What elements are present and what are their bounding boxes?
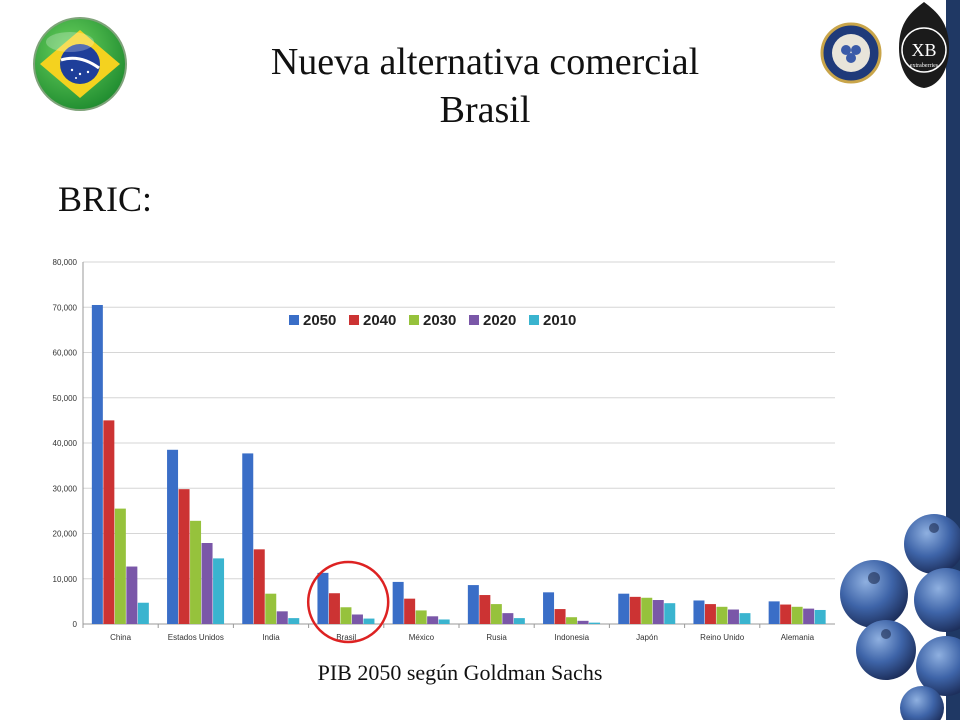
blueberries-image [840,514,960,720]
xb-logo-subtext: extraberries [910,63,939,69]
bar-2030 [340,607,352,624]
x-category-label: Rusia [486,633,507,642]
legend-swatch [409,315,419,325]
bar-2030 [415,610,427,624]
title-line-1: Nueva alternativa comercial [270,41,700,83]
x-category-label: India [262,633,280,642]
bar-2010 [739,613,751,624]
bar-2050 [467,585,479,624]
bar-2040 [554,609,566,624]
xb-extraberries-logo: XB extraberries [899,2,949,88]
bar-2020 [351,614,363,624]
legend-swatch [349,315,359,325]
bar-2030 [490,604,502,624]
bar-2020 [502,613,514,624]
legend-swatch [529,315,539,325]
bar-2050 [167,449,179,624]
bar-2050 [91,304,103,624]
legend-label: 2030 [423,312,456,329]
bar-2040 [780,604,792,624]
x-category-label: Estados Unidos [168,633,224,642]
title-line-2: Brasil [439,89,531,131]
brazil-flag-icon [33,17,127,111]
y-tick-label: 20,000 [53,530,78,539]
bar-2030 [566,617,578,624]
y-tick-label: 50,000 [53,394,78,403]
bar-2050 [317,572,329,624]
bar-2010 [137,602,149,624]
bar-2020 [577,620,589,624]
bar-2010 [363,618,375,624]
bar-2030 [190,520,202,624]
bar-2010 [589,622,601,624]
chart-caption: PIB 2050 según Goldman Sachs [317,660,603,685]
bar-2040 [704,604,716,624]
xb-logo-text: XB [911,40,936,60]
x-category-label: China [110,633,131,642]
y-tick-label: 40,000 [53,439,78,448]
bar-2040 [479,595,491,624]
legend-swatch [289,315,299,325]
bar-2020 [803,608,815,624]
bar-2050 [392,581,404,624]
section-heading: BRIC: [58,179,153,219]
bar-2010 [288,618,300,624]
legend-label: 2050 [303,312,336,329]
bar-2030 [716,606,728,624]
legend-label: 2010 [543,312,576,329]
x-category-label: Brasil [336,633,356,642]
bar-2040 [328,593,340,624]
legend-label: 2020 [483,312,516,329]
y-tick-label: 30,000 [53,484,78,493]
x-category-label: Alemania [781,633,815,642]
bar-2040 [253,549,265,624]
gdp-2050-bar-chart: 0 10,000 20,000 30,000 40,000 50,000 60,000 70,… [53,258,835,644]
bar-2020 [276,611,288,624]
bar-2020 [427,616,439,624]
bar-2040 [629,596,641,624]
bar-2030 [791,606,803,624]
bar-2010 [513,618,525,624]
bar-2010 [814,609,826,624]
x-category-label: Reino Unido [700,633,745,642]
gamorel-seal-logo [820,22,882,84]
y-tick-label: 60,000 [53,349,78,358]
bar-2030 [641,597,653,624]
bar-2050 [618,593,630,624]
bar-2020 [126,566,138,624]
bar-2040 [404,598,416,624]
bar-2050 [693,600,705,624]
bar-2020 [201,543,213,624]
bar-2040 [103,420,115,624]
bar-2050 [768,601,780,624]
bar-2010 [664,603,676,624]
brasil-highlight-circle [306,560,390,644]
y-tick-label: 0 [73,620,78,629]
bar-2010 [438,619,450,624]
bar-2010 [213,558,225,624]
x-category-label: Indonesia [554,633,589,642]
legend-label: 2040 [363,312,396,329]
y-tick-label: 80,000 [53,258,78,267]
x-category-label: Japón [636,633,658,642]
bar-2030 [265,593,277,624]
bar-2020 [727,609,739,624]
bar-2050 [543,592,555,624]
bar-2020 [652,600,664,624]
y-tick-label: 70,000 [53,303,78,312]
bar-2030 [114,508,126,624]
x-category-label: México [409,633,435,642]
bar-2040 [178,489,190,624]
y-tick-label: 10,000 [53,575,78,584]
legend-swatch [469,315,479,325]
bar-2050 [242,453,254,624]
slide-title: Nueva alternativa comercial Brasil [180,38,790,134]
